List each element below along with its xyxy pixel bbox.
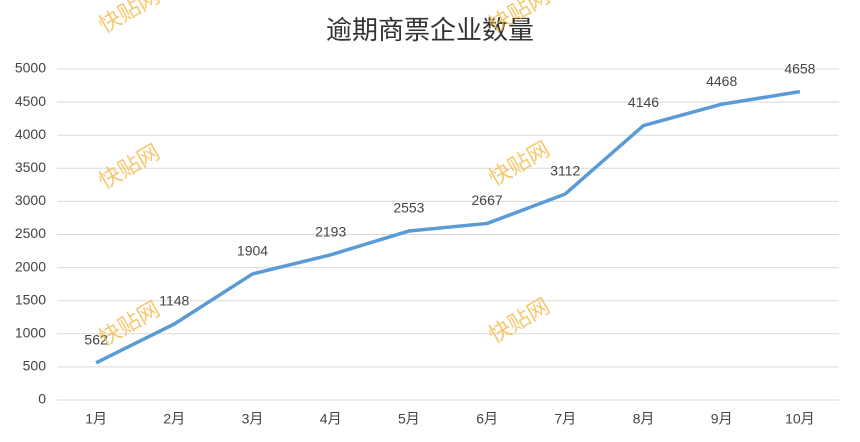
y-tick-label: 1500	[15, 291, 46, 307]
watermark: 快贴网	[94, 139, 164, 194]
y-tick-label: 4500	[15, 93, 46, 109]
data-label: 1904	[237, 243, 268, 259]
y-tick-label: 5000	[15, 60, 46, 76]
watermark: 快贴网	[484, 136, 554, 191]
x-tick-label: 5月	[398, 411, 420, 427]
x-tick-label: 8月	[633, 411, 655, 427]
plot: 0 500 1000 1500 2000 2500 3000 3500 4000 4500 5000…	[15, 60, 839, 427]
data-label: 4468	[706, 73, 737, 89]
data-label: 562	[84, 331, 108, 347]
data-label: 2667	[472, 192, 503, 208]
y-tick-label: 4000	[15, 126, 46, 142]
y-tick-label: 2000	[15, 258, 46, 274]
data-label: 2553	[393, 200, 424, 216]
y-tick-label: 1000	[15, 325, 46, 341]
x-tick-label: 1月	[85, 411, 107, 427]
data-label: 4658	[784, 60, 815, 76]
x-tick-label: 6月	[476, 411, 498, 427]
data-label: 4146	[628, 94, 659, 110]
y-tick-label: 2500	[15, 225, 46, 241]
y-tick-label: 3000	[15, 192, 46, 208]
x-tick-label: 3月	[242, 411, 264, 427]
x-tick-label: 9月	[711, 411, 733, 427]
data-label: 2193	[315, 224, 346, 240]
x-tick-label: 7月	[554, 411, 576, 427]
y-tick-label: 3500	[15, 159, 46, 175]
watermark: 快贴网	[94, 0, 164, 38]
watermark: 快贴网	[484, 293, 554, 348]
x-tick-label: 2月	[163, 411, 185, 427]
y-tick-label: 500	[23, 358, 47, 374]
watermark: 快贴网	[94, 296, 164, 351]
data-label: 1148	[159, 293, 189, 309]
y-tick-label: 0	[38, 391, 46, 407]
x-tick-label: 10月	[785, 411, 815, 427]
line	[95, 89, 801, 365]
x-tick-label: 4月	[320, 411, 342, 427]
chart-title: 逾期商票企业数量	[326, 16, 534, 46]
data-label: 3112	[550, 163, 580, 179]
